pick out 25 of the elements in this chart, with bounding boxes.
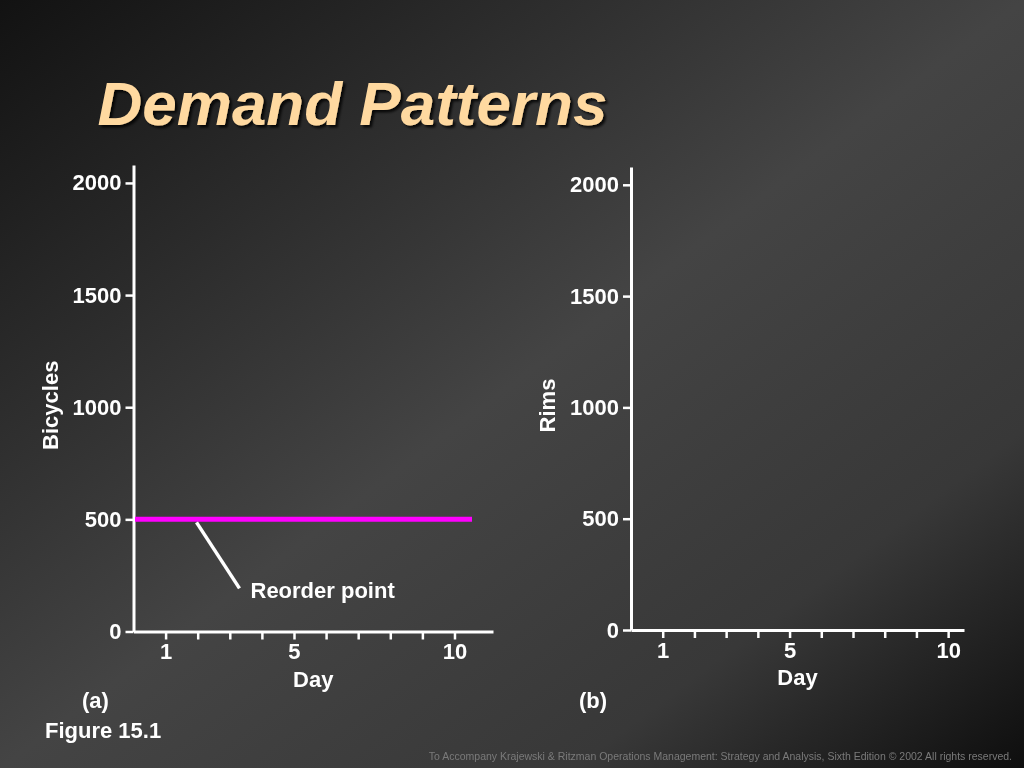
y-tick-label: 1500 [72,282,122,308]
x-tick-label: 1 [159,639,173,665]
y-tick-label: 500 [582,506,619,532]
y-tick-label: 1000 [72,394,122,420]
y-tick-label: 0 [109,619,122,645]
y-tick-label: 500 [84,506,122,532]
text: (a) [82,688,109,713]
x-tick-label: 5 [783,637,797,663]
chart-title: Demand Patterns [97,69,608,138]
y-tick-label: 2000 [72,170,122,196]
y-axis-title: Rims [535,378,560,433]
caption: Figure 15.1 [45,718,162,743]
ref-line-label: Reorder point [250,578,396,604]
x-tick-label: 1 [657,637,670,663]
x-tick-label: 10 [936,637,961,663]
x-tick-label: 5 [288,639,301,665]
text: (b) [578,688,608,713]
y-tick-label: 1000 [570,394,619,420]
x-axis-title: Day [293,666,335,692]
x-tick-label: 10 [442,639,468,665]
y-tick-label: 2000 [570,172,619,198]
y-tick-label: 0 [606,617,619,643]
y-tick-label: 1500 [570,283,619,309]
y-axis-title: Bicycles [37,360,63,450]
x-axis-title: Day [777,665,819,690]
